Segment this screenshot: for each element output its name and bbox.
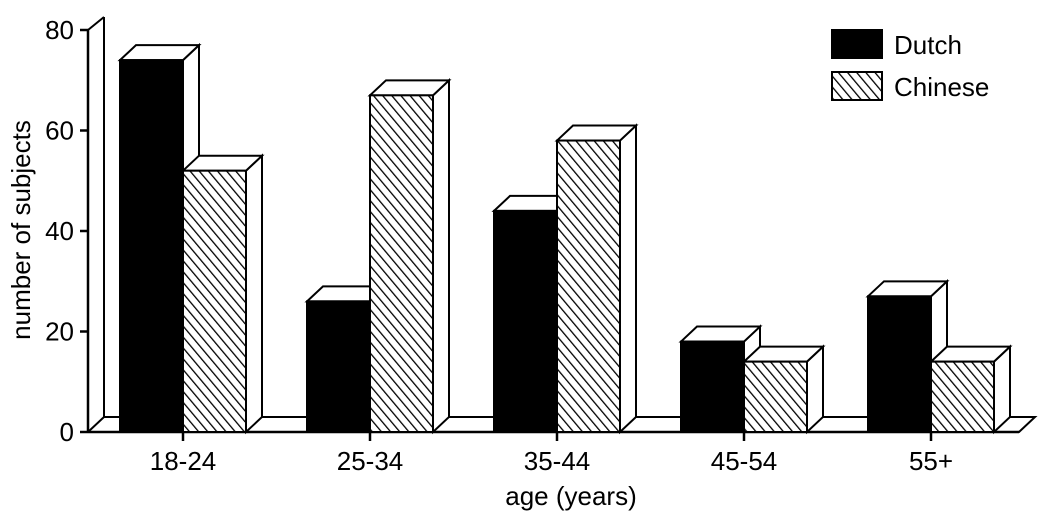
bar-front: [119, 59, 184, 434]
bar-front: [867, 295, 932, 434]
x-tick-label: 35-44: [524, 446, 591, 476]
x-tick-label: 18-24: [150, 446, 217, 476]
y-tick-label: 40: [45, 216, 74, 246]
bar-chinese-55+: [928, 344, 1013, 435]
bar-front: [493, 209, 558, 433]
legend: Dutch Chinese: [831, 29, 989, 102]
bar-side: [432, 78, 450, 435]
bars: [117, 42, 1013, 435]
bar-front: [556, 139, 621, 434]
bar-chinese-18-24: [180, 153, 265, 435]
y-tick-label: 20: [45, 317, 74, 347]
bar-front: [369, 94, 434, 433]
legend-label: Dutch: [894, 30, 962, 60]
bar-front: [182, 169, 247, 433]
bar-chinese-35-44: [554, 123, 639, 435]
legend-item-chinese: Chinese: [831, 71, 989, 102]
legend-item-dutch: Dutch: [831, 29, 962, 60]
axis-top-bevel: [87, 16, 105, 31]
bar-chinese-45-54: [741, 344, 826, 435]
x-tick-label: 25-34: [337, 446, 404, 476]
legend-swatch: [831, 71, 883, 101]
bar-front: [930, 360, 995, 433]
y-axis: 0 20 40 60 80: [45, 15, 105, 447]
x-axis-ticks: 18-24 25-34 35-44 45-54 55+: [150, 432, 953, 476]
y-axis-title: number of subjects: [6, 120, 36, 340]
x-axis-title: age (years): [505, 481, 637, 511]
bar-front: [743, 360, 808, 433]
bar-chinese-25-34: [367, 78, 452, 435]
legend-swatch: [831, 29, 883, 59]
x-tick-label: 55+: [909, 446, 953, 476]
bar-dutch-18-24: [117, 42, 202, 435]
bar-side: [619, 123, 637, 435]
bar-side: [245, 153, 263, 435]
y-tick-label: 0: [60, 417, 74, 447]
bar-front: [306, 300, 371, 433]
legend-label: Chinese: [894, 72, 989, 102]
y-tick-label: 80: [45, 15, 74, 45]
x-tick-label: 45-54: [711, 446, 778, 476]
bar-front: [680, 340, 745, 433]
y-tick-label: 60: [45, 116, 74, 146]
